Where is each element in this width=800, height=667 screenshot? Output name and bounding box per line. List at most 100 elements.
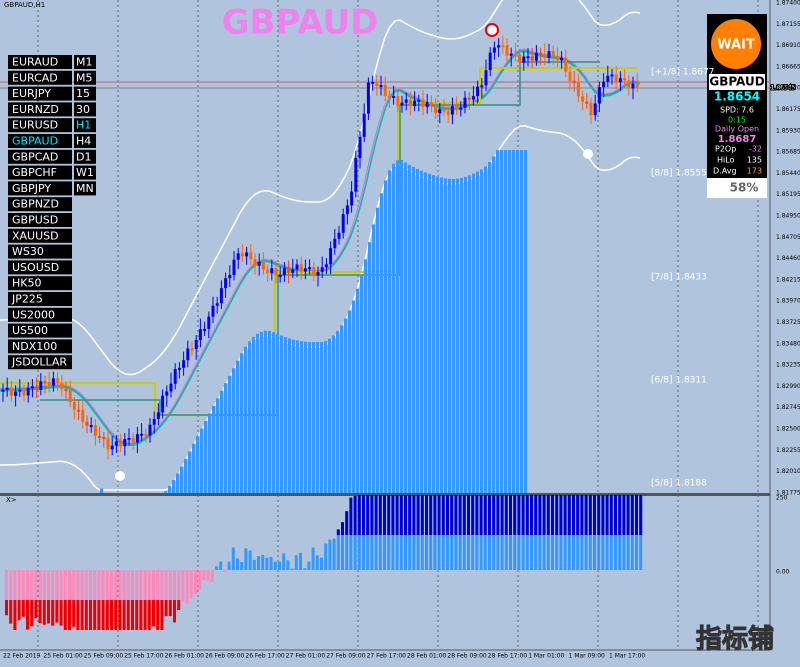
indicator-bar xyxy=(639,495,643,535)
indicator-bar xyxy=(605,495,609,535)
timeframe-button-bg xyxy=(74,86,96,101)
symbol-button[interactable]: JP225 xyxy=(11,293,43,306)
band-histogram xyxy=(276,333,279,493)
timer: 0:15 xyxy=(728,116,746,125)
candle xyxy=(392,96,396,99)
indicator-bar xyxy=(387,495,391,535)
indicator-bar xyxy=(420,495,424,535)
candle xyxy=(68,389,72,403)
timeframe-button[interactable]: H4 xyxy=(76,135,91,148)
symbol-button[interactable]: WS30 xyxy=(12,245,44,258)
candle xyxy=(400,102,404,106)
candle xyxy=(1,389,5,392)
symbol-button-bg xyxy=(8,102,72,117)
indicator-bar xyxy=(584,495,588,535)
indicator-bar xyxy=(38,600,42,624)
price-axis-label: 1.84215 xyxy=(776,276,800,283)
band-histogram xyxy=(508,150,511,493)
indicator-bar xyxy=(173,600,176,623)
band-histogram xyxy=(328,338,331,493)
timeframe-button-bg xyxy=(74,134,96,148)
symbol-button[interactable]: GBPCHF xyxy=(12,166,57,179)
indicator-bar xyxy=(315,555,319,570)
symbol-button[interactable]: EURJPY xyxy=(12,87,51,100)
candle xyxy=(5,387,9,390)
candle xyxy=(543,54,547,58)
candle xyxy=(509,53,513,56)
band-histogram xyxy=(192,443,195,493)
timeframe-button[interactable]: 30 xyxy=(76,103,90,116)
symbol-button[interactable]: EURCAD xyxy=(12,71,58,84)
symbol-button[interactable]: GBPAUD xyxy=(12,135,58,148)
timeframe-button[interactable]: D1 xyxy=(76,150,91,163)
candle xyxy=(215,303,219,306)
symbol-button[interactable]: HK50 xyxy=(12,277,41,290)
band-histogram xyxy=(208,413,211,493)
daily-open: 1.8687 xyxy=(718,134,757,145)
timeframe-button[interactable]: MN xyxy=(76,182,94,195)
symbol-button[interactable]: XAUUSD xyxy=(12,229,59,242)
timeframe-button[interactable]: M5 xyxy=(76,71,93,84)
candle xyxy=(614,74,618,83)
candle xyxy=(119,441,123,447)
band-histogram xyxy=(224,383,227,493)
band-histogram xyxy=(416,168,419,493)
symbol-button[interactable]: USOUSD xyxy=(12,261,59,274)
indicator-bar xyxy=(458,495,462,535)
indicator-bar xyxy=(496,495,500,535)
timeframe-button[interactable]: H1 xyxy=(76,119,91,132)
candle xyxy=(539,52,543,55)
symbol-button[interactable]: JSDOLLAR xyxy=(11,356,67,369)
band-histogram xyxy=(468,175,471,493)
price-axis-label: 1.86175 xyxy=(776,106,800,113)
band-histogram xyxy=(360,274,363,493)
band-histogram xyxy=(212,405,215,493)
indicator-bar xyxy=(395,495,399,535)
symbol-button[interactable]: NDX100 xyxy=(12,340,57,353)
indicator-bar xyxy=(559,495,563,535)
candle xyxy=(127,437,131,440)
symbol-button-bg xyxy=(8,197,72,212)
candle xyxy=(274,268,278,276)
symbol-button[interactable]: GBPJPY xyxy=(12,182,51,195)
symbol-button[interactable]: EURUSD xyxy=(12,119,58,132)
candle xyxy=(589,102,593,116)
candle xyxy=(211,305,215,317)
candle xyxy=(123,439,127,447)
indicator-bar xyxy=(273,561,277,570)
band-histogram xyxy=(332,335,335,493)
symbol-button[interactable]: GBPNZD xyxy=(12,198,59,211)
band-histogram xyxy=(404,162,407,493)
symbol-button[interactable]: GBPCAD xyxy=(12,150,58,163)
indicator-bar xyxy=(84,600,88,630)
timeframe-button[interactable]: W1 xyxy=(76,166,94,179)
symbol-button[interactable]: EURNZD xyxy=(12,103,59,116)
candle xyxy=(266,269,270,274)
symbol-button[interactable]: US2000 xyxy=(12,308,55,321)
timeframe-button[interactable]: 15 xyxy=(76,87,90,100)
indicator-bar xyxy=(26,600,29,630)
timeframe-button[interactable]: M1 xyxy=(76,56,93,69)
indicator-bar xyxy=(63,600,67,630)
band-histogram xyxy=(304,341,307,493)
indicator-bar xyxy=(412,495,416,535)
indicator-bar xyxy=(572,495,575,535)
band-histogram xyxy=(280,335,283,493)
candle xyxy=(186,348,190,361)
candle xyxy=(287,267,291,273)
indicator-bar xyxy=(89,600,92,630)
candle xyxy=(530,56,534,61)
indicator-bar xyxy=(597,495,601,535)
timeframe-button-bg xyxy=(74,181,96,196)
band-histogram xyxy=(512,150,515,493)
band-histogram xyxy=(164,491,167,493)
price-axis-label: 1.86665 xyxy=(776,63,800,70)
symbol-button[interactable]: US500 xyxy=(12,324,48,337)
symbol-button[interactable]: GBPUSD xyxy=(12,214,58,227)
candle xyxy=(148,424,152,436)
indicator-bar xyxy=(42,570,46,625)
candle xyxy=(228,275,232,279)
symbol-button[interactable]: EURAUD xyxy=(12,56,58,69)
band-histogram xyxy=(356,288,359,493)
status-circle xyxy=(711,19,761,69)
